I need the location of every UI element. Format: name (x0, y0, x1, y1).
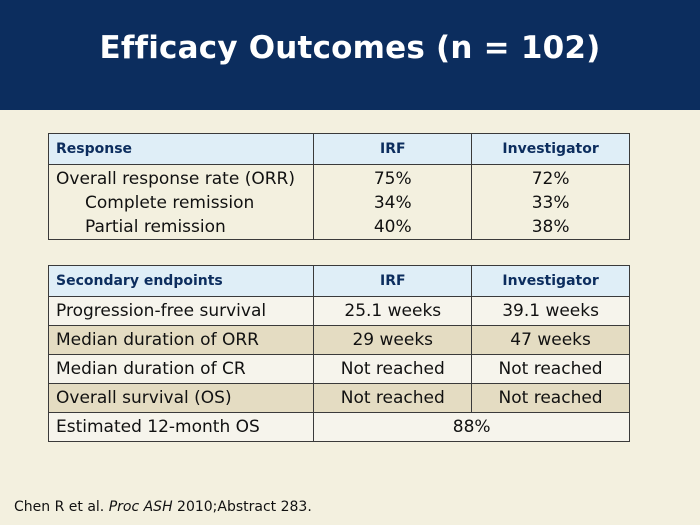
table-row: Overall survival (OS) Not reached Not re… (47, 383, 630, 413)
row-label: Overall response rate (ORR) (47, 164, 315, 191)
cell-value: Not reached (313, 354, 473, 384)
cell-value: 75% (313, 164, 473, 191)
row-label: Complete remission (47, 191, 315, 215)
cell-value: 39.1 weeks (471, 296, 630, 326)
cell-value: 40% (313, 215, 473, 240)
citation-journal: Proc ASH (108, 499, 173, 515)
cell-value: 47 weeks (471, 325, 630, 355)
cell-value: 72% (471, 164, 630, 191)
row-label: Median duration of ORR (47, 325, 315, 355)
cell-value: Not reached (471, 383, 630, 413)
row-label: Estimated 12-month OS (47, 412, 315, 442)
cell-value: 88% (313, 412, 630, 442)
cell-value: Not reached (313, 383, 473, 413)
column-header: Secondary endpoints (47, 265, 315, 297)
row-label: Progression-free survival (47, 296, 315, 326)
column-header: Investigator (471, 133, 630, 165)
table-row: Median duration of ORR 29 weeks 47 weeks (47, 325, 630, 355)
table-header-row: Response IRF Investigator (47, 133, 630, 165)
column-header: IRF (313, 265, 473, 297)
row-label: Partial remission (47, 215, 315, 240)
secondary-endpoints-table: Secondary endpoints IRF Investigator Pro… (47, 265, 630, 442)
title-banner (0, 0, 700, 110)
table-row: Progression-free survival 25.1 weeks 39.… (47, 296, 630, 326)
column-header: IRF (313, 133, 473, 165)
citation-details: 2010;Abstract 283. (177, 499, 312, 515)
column-header: Response (47, 133, 315, 165)
slide-title: Efficacy Outcomes (n = 102) (99, 30, 601, 66)
cell-value: 29 weeks (313, 325, 473, 355)
cell-value: 34% (313, 191, 473, 215)
row-label: Median duration of CR (47, 354, 315, 384)
cell-value: 38% (471, 215, 630, 240)
table-row: Complete remission 34% 33% (47, 191, 630, 215)
response-table: Response IRF Investigator Overall respon… (47, 133, 630, 240)
citation-authors: Chen R et al. (14, 499, 105, 515)
table-row: Partial remission 40% 38% (47, 215, 630, 240)
cell-value: Not reached (471, 354, 630, 384)
citation: Chen R et al. Proc ASH 2010;Abstract 283… (14, 499, 312, 515)
cell-value: 33% (471, 191, 630, 215)
table-row: Overall response rate (ORR) 75% 72% (47, 164, 630, 191)
row-label: Overall survival (OS) (47, 383, 315, 413)
table-row: Estimated 12-month OS 88% (47, 412, 630, 442)
table-row: Median duration of CR Not reached Not re… (47, 354, 630, 384)
column-header: Investigator (471, 265, 630, 297)
table-header-row: Secondary endpoints IRF Investigator (47, 265, 630, 297)
cell-value: 25.1 weeks (313, 296, 473, 326)
